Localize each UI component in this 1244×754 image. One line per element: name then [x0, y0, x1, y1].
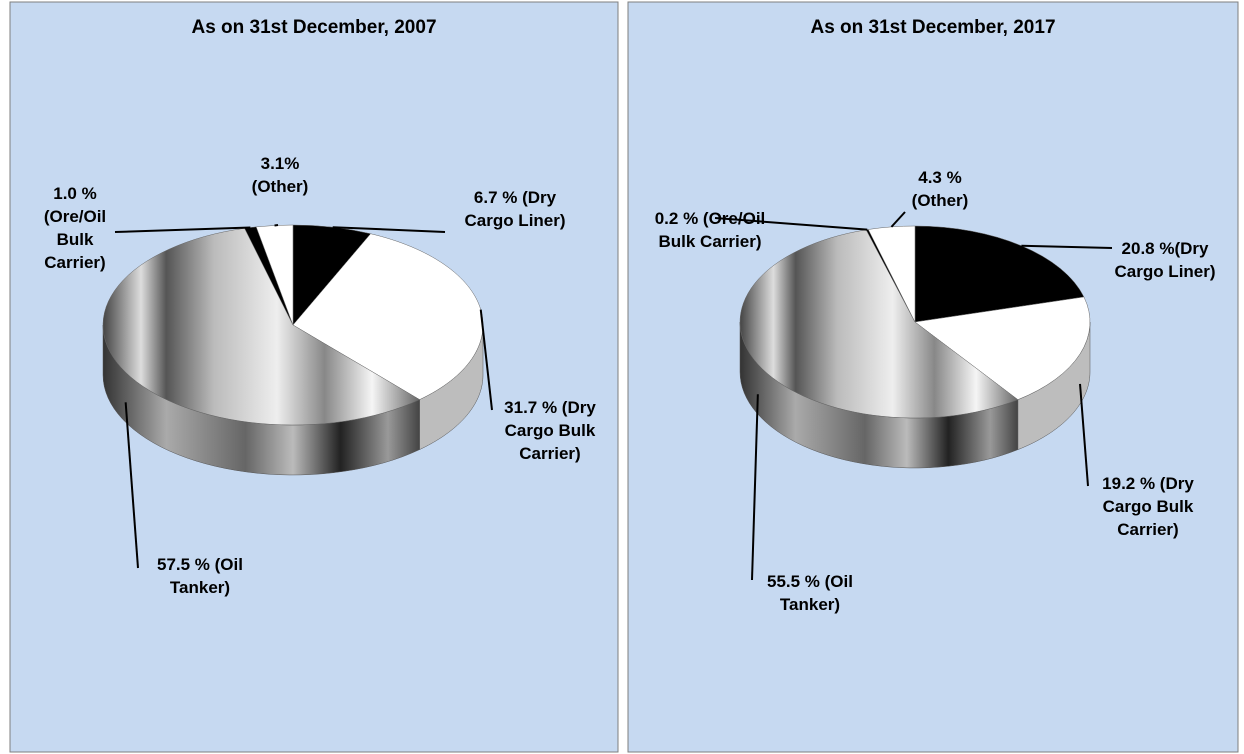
pie-slice [292, 233, 484, 400]
leader-line [1079, 383, 1089, 487]
data-label: 3.1% (Other) [251, 154, 309, 196]
pie-slice [739, 229, 1019, 419]
chart-title: As on 31st December, 2007 [191, 17, 437, 38]
pie-slice [867, 225, 916, 323]
data-label: 4.3 % (Other) [911, 168, 969, 210]
leader-line [1021, 244, 1113, 249]
data-label: 19.2 % (Dry Cargo Bulk Carrier) [1102, 474, 1194, 539]
data-label: 6.7 % (Dry Cargo Liner) [464, 188, 566, 230]
chart-title: As on 31st December, 2017 [810, 17, 1056, 38]
data-label: 31.7 % (Dry Cargo Bulk Carrier) [504, 398, 596, 463]
leader-line [114, 226, 251, 233]
leader-line [751, 394, 759, 581]
leader-line [890, 211, 906, 228]
data-label: 1.0 % (Ore/Oil Bulk Carrier) [43, 184, 107, 272]
pie-slice [102, 228, 421, 426]
leader-line [479, 309, 493, 411]
data-label: 20.8 %(Dry Cargo Liner) [1114, 239, 1216, 281]
data-label: 55.5 % (Oil Tanker) [767, 572, 853, 614]
leader-line [124, 402, 139, 569]
pie-slice [914, 225, 1085, 323]
data-label: 0.2 % (Ore/Oil Bulk Carrier) [654, 209, 766, 251]
data-label: 57.5 % (Oil Tanker) [157, 555, 243, 597]
leader-line [332, 226, 446, 233]
pie-slice [914, 296, 1091, 400]
leader-line [714, 217, 868, 231]
